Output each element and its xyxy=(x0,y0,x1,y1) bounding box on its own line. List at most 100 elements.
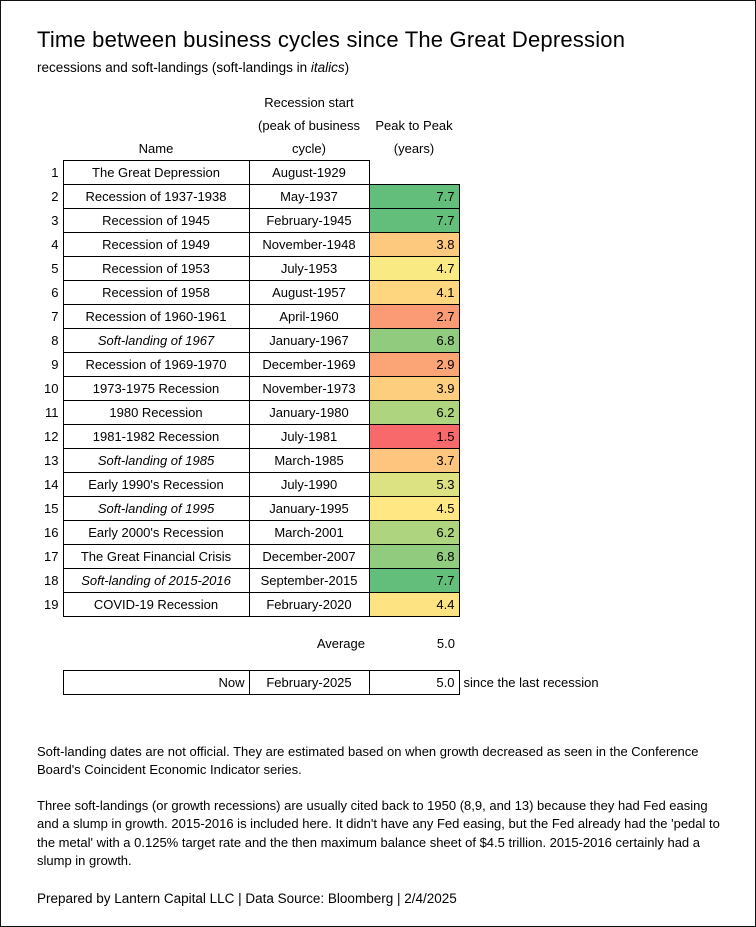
recession-name-cell: Recession of 1969-1970 xyxy=(62,352,250,377)
recession-start-cell: March-2001 xyxy=(248,520,370,545)
table-row: 9 Recession of 1969-1970 December-1969 2.9 xyxy=(37,352,639,377)
now-note: since the last recession xyxy=(463,675,599,690)
recession-name-cell: Soft-landing of 1995 xyxy=(62,496,250,521)
footer-credit: Prepared by Lantern Capital LLC | Data S… xyxy=(37,890,457,906)
page-title: Time between business cycles since The G… xyxy=(37,27,626,52)
row-number: 10 xyxy=(44,381,59,396)
row-number: 14 xyxy=(44,477,59,492)
col-header-recession-start-line2: (peak of business xyxy=(258,118,360,133)
recession-name-cell: Early 1990's Recession xyxy=(62,472,250,497)
recession-name-cell: Early 2000's Recession xyxy=(62,520,250,545)
table-row: 6 Recession of 1958 August-1957 4.1 xyxy=(37,280,639,305)
recession-start-cell: December-1969 xyxy=(248,352,370,377)
row-number: 5 xyxy=(51,261,59,276)
subtitle-suffix: ) xyxy=(344,60,350,75)
recession-start-cell: September-2015 xyxy=(248,568,370,593)
recession-start-cell: May-1937 xyxy=(248,184,370,209)
peak-to-peak-cell: 5.3 xyxy=(368,472,460,497)
recession-start-cell: November-1973 xyxy=(248,376,370,401)
recession-name-cell: Soft-landing of 1967 xyxy=(62,328,250,353)
peak-to-peak-cell: 7.7 xyxy=(368,568,460,593)
table-row: 19 COVID-19 Recession February-2020 4.4 xyxy=(37,592,639,617)
peak-to-peak-cell: 7.7 xyxy=(368,208,460,233)
table-summary: Average 5.0 Now February-2025 5.0 since … xyxy=(37,617,639,695)
peak-to-peak-cell: 3.8 xyxy=(368,232,460,257)
recession-start-cell: July-1990 xyxy=(248,472,370,497)
recession-start-cell: December-2007 xyxy=(248,544,370,569)
peak-to-peak-cell xyxy=(369,161,459,185)
average-value: 5.0 xyxy=(436,636,455,651)
row-number: 3 xyxy=(51,213,59,228)
recession-start-cell: July-1953 xyxy=(248,256,370,281)
row-number: 18 xyxy=(44,573,59,588)
row-number: 8 xyxy=(51,333,59,348)
col-header-peak-line1: Peak to Peak xyxy=(375,118,453,133)
recession-name-cell: The Great Depression xyxy=(62,160,250,185)
table-row: 2 Recession of 1937-1938 May-1937 7.7 xyxy=(37,184,639,209)
table-row: 1 The Great Depression August-1929 xyxy=(37,160,639,185)
recession-start-cell: January-1995 xyxy=(248,496,370,521)
table-row: 3 Recession of 1945 February-1945 7.7 xyxy=(37,208,639,233)
peak-to-peak-cell: 1.5 xyxy=(368,424,460,449)
table-row: 17 The Great Financial Crisis December-200… xyxy=(37,544,639,569)
business-cycles-table: Recession start (peak of business Peak t… xyxy=(37,91,639,695)
peak-to-peak-cell: 6.8 xyxy=(368,544,460,569)
recession-name-cell: Recession of 1949 xyxy=(62,232,250,257)
peak-to-peak-cell: 4.4 xyxy=(368,592,460,617)
peak-to-peak-cell: 6.8 xyxy=(368,328,460,353)
subtitle: recessions and soft-landings (soft-landi… xyxy=(37,60,719,75)
recession-name-cell: COVID-19 Recession xyxy=(62,592,250,617)
average-row: Average 5.0 xyxy=(37,632,639,655)
row-number: 12 xyxy=(44,429,59,444)
table-row: 11 1980 Recession January-1980 6.2 xyxy=(37,400,639,425)
row-number: 11 xyxy=(45,405,59,420)
recession-name-cell: Recession of 1953 xyxy=(62,256,250,281)
recession-start-cell: July-1981 xyxy=(248,424,370,449)
now-row: Now February-2025 5.0 since the last rec… xyxy=(37,670,639,695)
subtitle-prefix: recessions and soft-landings (soft-landi… xyxy=(37,60,311,75)
average-label: Average xyxy=(316,636,365,651)
row-number: 2 xyxy=(51,189,59,204)
recession-name-cell: 1980 Recession xyxy=(62,400,250,425)
recession-name-cell: Recession of 1937-1938 xyxy=(62,184,250,209)
recession-name-cell: 1981-1982 Recession xyxy=(62,424,250,449)
row-number: 19 xyxy=(44,597,59,612)
row-number: 4 xyxy=(51,237,59,252)
row-number: 15 xyxy=(44,501,59,516)
peak-to-peak-cell: 3.7 xyxy=(368,448,460,473)
table-row: 4 Recession of 1949 November-1948 3.8 xyxy=(37,232,639,257)
recession-name-cell: Recession of 1960-1961 xyxy=(62,304,250,329)
peak-to-peak-cell: 6.2 xyxy=(368,520,460,545)
table-row: 15 Soft-landing of 1995 January-1995 4.5 xyxy=(37,496,639,521)
row-number: 9 xyxy=(51,357,59,372)
col-header-peak-line2: (years) xyxy=(393,141,435,157)
peak-to-peak-cell: 2.9 xyxy=(368,352,460,377)
peak-to-peak-cell: 2.7 xyxy=(368,304,460,329)
footnotes: Soft-landing dates are not official. The… xyxy=(37,743,727,871)
recession-start-cell: January-1967 xyxy=(248,328,370,353)
col-header-recession-start-line1: Recession start xyxy=(264,95,354,110)
peak-to-peak-cell: 4.5 xyxy=(368,496,460,521)
table-row: 16 Early 2000's Recession March-2001 6.2 xyxy=(37,520,639,545)
row-number: 17 xyxy=(44,549,59,564)
now-value: 5.0 xyxy=(368,670,460,695)
table-row: 12 1981-1982 Recession July-1981 1.5 xyxy=(37,424,639,449)
recession-start-cell: November-1948 xyxy=(248,232,370,257)
footnote: Soft-landing dates are not official. The… xyxy=(37,744,699,778)
table-row: 7 Recession of 1960-1961 April-1960 2.7 xyxy=(37,304,639,329)
recession-name-cell: The Great Financial Crisis xyxy=(62,544,250,569)
col-header-recession-start-line3: cycle) xyxy=(292,141,326,156)
recession-start-cell: August-1929 xyxy=(248,160,370,185)
recession-start-cell: February-2020 xyxy=(248,592,370,617)
table-row: 5 Recession of 1953 July-1953 4.7 xyxy=(37,256,639,281)
recession-name-cell: Recession of 1958 xyxy=(62,280,250,305)
peak-to-peak-cell: 7.7 xyxy=(368,184,460,209)
table-row: 10 1973-1975 Recession November-1973 3.9 xyxy=(37,376,639,401)
table-row: 8 Soft-landing of 1967 January-1967 6.8 xyxy=(37,328,639,353)
peak-to-peak-cell: 4.1 xyxy=(368,280,460,305)
recession-name-cell: Soft-landing of 1985 xyxy=(62,448,250,473)
col-header-name: Name xyxy=(138,141,174,156)
footnote: Three soft-landings (or growth recession… xyxy=(37,797,720,869)
recession-start-cell: February-1945 xyxy=(248,208,370,233)
now-date: February-2025 xyxy=(248,670,370,695)
